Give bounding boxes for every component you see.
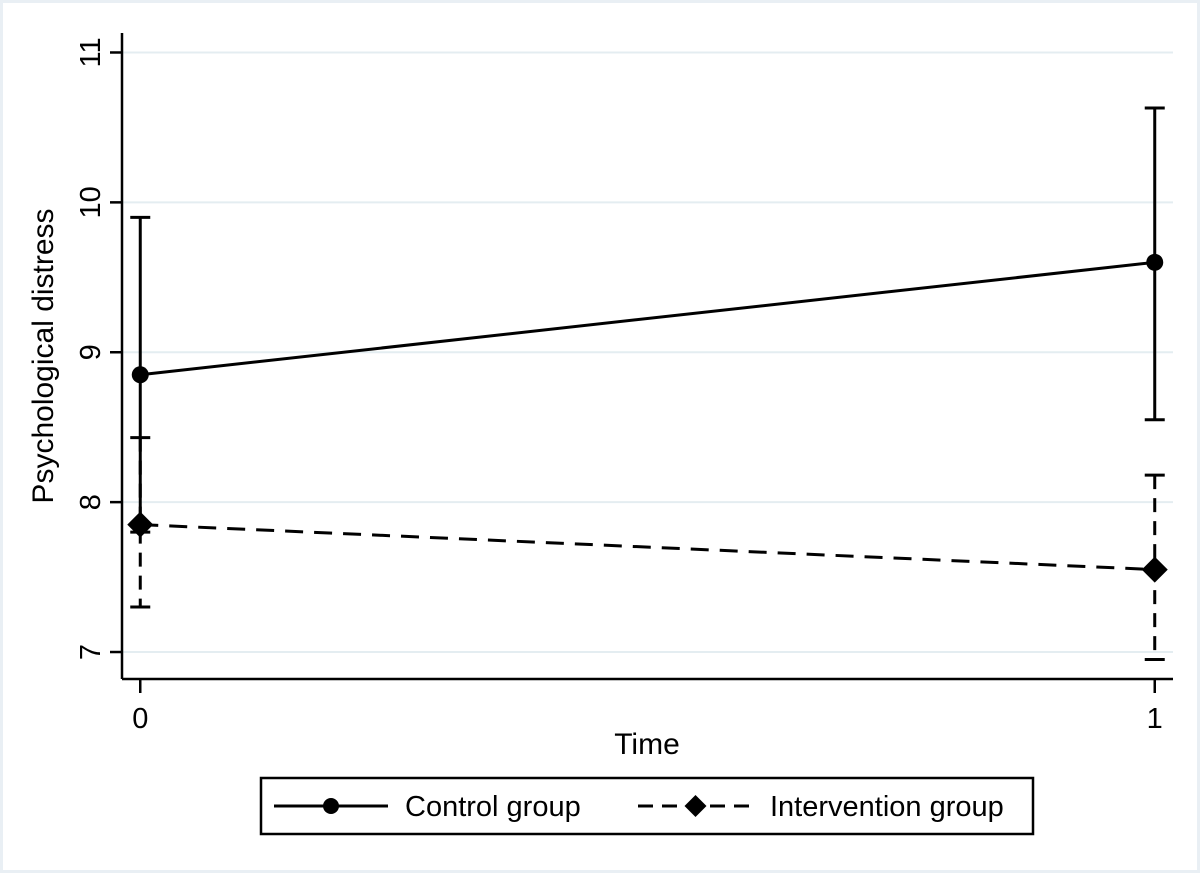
y-axis-title: Psychological distress xyxy=(27,208,60,503)
y-tick-label: 7 xyxy=(75,644,107,660)
y-tick-label: 8 xyxy=(75,494,107,510)
line-chart: 7 8 9 10 11 0 1 Control group Intervention group… xyxy=(27,33,1173,836)
marker-diamond-intervention-group xyxy=(127,511,154,538)
legend-marker-diamond xyxy=(684,795,707,817)
y-tick-label: 10 xyxy=(75,186,107,218)
x-tick-label: 1 xyxy=(1147,703,1163,735)
series-line-control-group xyxy=(140,260,1155,377)
x-axis-title: Time xyxy=(614,728,680,761)
marker-diamond-intervention-group xyxy=(1141,556,1168,583)
marker-circle-control-group xyxy=(131,366,149,384)
x-tick-label: 0 xyxy=(132,703,148,735)
y-tick-label: 9 xyxy=(75,344,107,360)
series-line-intervention-group xyxy=(140,523,1155,572)
marker-circle-control-group xyxy=(1146,253,1164,271)
legend-marker-circle xyxy=(323,798,339,814)
y-tick-label: 11 xyxy=(75,37,107,67)
chart-layers: 7 8 9 10 11 0 1 Control group Intervention group xyxy=(75,33,1173,836)
legend-label-intervention-group: Intervention group xyxy=(770,791,1004,823)
legend-label-control-group: Control group xyxy=(405,791,581,823)
